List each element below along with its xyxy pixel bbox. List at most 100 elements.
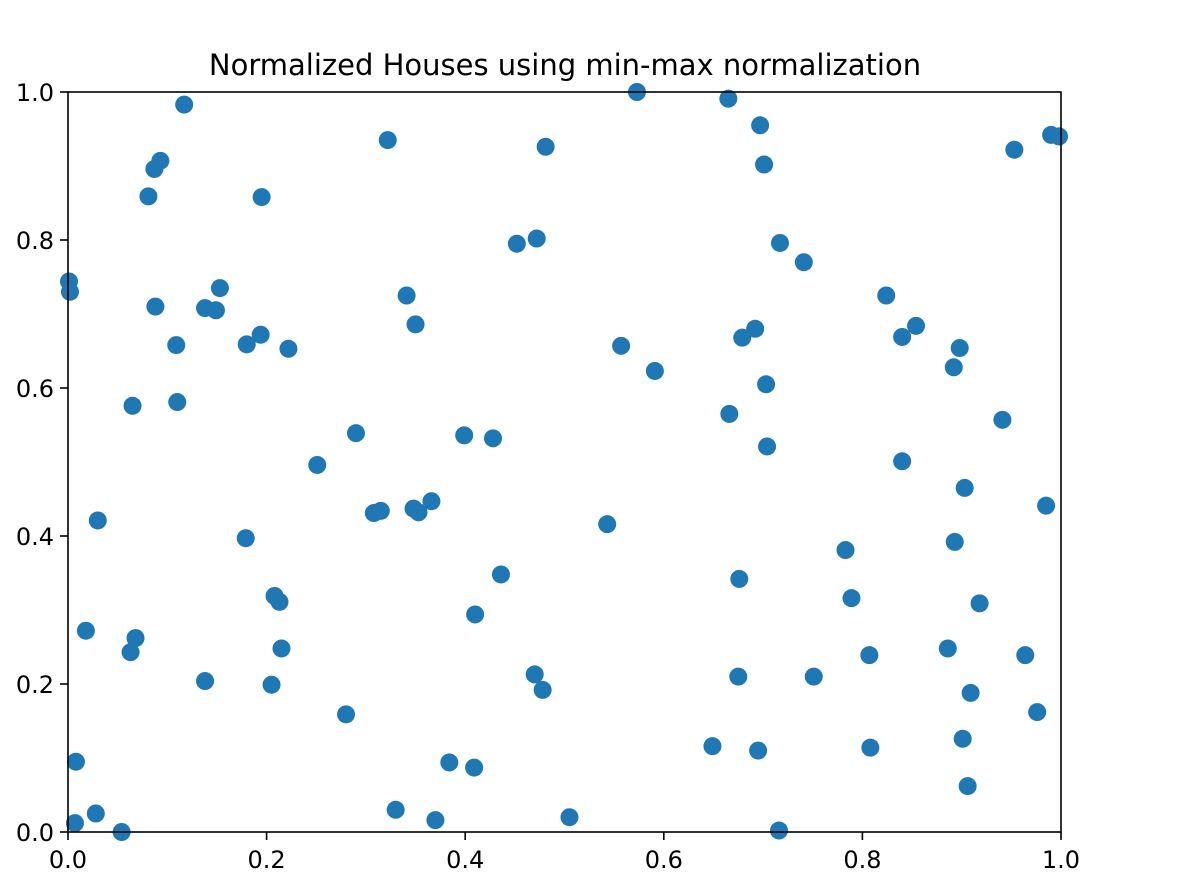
- data-point: [262, 675, 281, 694]
- data-point: [251, 325, 270, 344]
- data-point: [123, 396, 142, 415]
- data-point: [139, 187, 158, 206]
- data-point: [440, 753, 459, 772]
- data-point: [955, 478, 974, 497]
- data-point: [507, 234, 526, 253]
- data-point: [378, 131, 397, 150]
- data-point: [308, 455, 327, 474]
- data-point: [406, 315, 425, 334]
- chart-title: Normalized Houses using min-max normaliz…: [209, 48, 921, 82]
- data-point: [196, 672, 215, 691]
- data-point: [746, 319, 765, 338]
- data-point: [86, 804, 105, 823]
- data-point: [465, 758, 484, 777]
- data-point: [730, 569, 749, 588]
- data-point: [877, 286, 896, 305]
- x-tick-label: 0.4: [446, 846, 484, 874]
- data-point: [206, 301, 225, 320]
- data-point: [769, 821, 788, 840]
- data-point: [804, 667, 823, 686]
- data-point: [860, 646, 879, 665]
- data-point: [422, 492, 441, 511]
- data-point: [337, 705, 356, 724]
- x-tick-label: 0.0: [49, 846, 87, 874]
- data-point: [950, 339, 969, 358]
- data-point: [484, 429, 503, 448]
- data-point: [409, 503, 428, 522]
- data-point: [907, 316, 926, 335]
- data-point: [279, 339, 298, 358]
- data-point: [88, 511, 107, 530]
- data-point: [719, 89, 738, 108]
- data-point: [533, 680, 552, 699]
- x-tick-label: 1.0: [1042, 846, 1080, 874]
- data-point: [525, 665, 544, 684]
- data-point: [168, 393, 187, 412]
- data-point: [60, 282, 79, 301]
- data-point: [953, 729, 972, 748]
- data-point: [237, 335, 256, 354]
- data-point: [770, 233, 789, 252]
- data-point: [758, 437, 777, 456]
- data-point: [175, 95, 194, 114]
- data-point: [749, 741, 768, 760]
- data-point: [426, 811, 445, 830]
- data-point: [491, 565, 510, 584]
- y-axis: 0.0 0.2 0.4 0.6 0.8 1.0: [16, 79, 68, 847]
- data-point: [645, 361, 664, 380]
- data-point: [397, 286, 416, 305]
- y-tick-label: 0.4: [16, 523, 54, 551]
- data-point: [938, 639, 957, 658]
- data-point: [1050, 127, 1069, 146]
- data-point: [386, 800, 405, 819]
- plot-frame: [67, 91, 1062, 833]
- data-point: [455, 426, 474, 445]
- data-point: [270, 592, 289, 611]
- data-point: [755, 155, 774, 174]
- data-point: [945, 532, 964, 551]
- data-point: [146, 297, 165, 316]
- data-point: [1005, 140, 1024, 159]
- data-point: [126, 629, 145, 648]
- data-point: [893, 452, 912, 471]
- data-point: [961, 683, 980, 702]
- x-axis: 0.0 0.2 0.4 0.6 0.8 1.0: [49, 832, 1080, 874]
- data-point: [836, 541, 855, 560]
- data-point: [794, 253, 813, 272]
- x-tick-label: 0.8: [843, 846, 881, 874]
- y-tick-label: 0.6: [16, 375, 54, 403]
- data-point: [145, 159, 164, 178]
- points-layer: [59, 83, 1069, 841]
- data-point: [236, 529, 255, 548]
- y-tick-label: 1.0: [16, 79, 54, 107]
- x-tick-label: 0.2: [248, 846, 286, 874]
- data-point: [1028, 703, 1047, 722]
- data-point: [66, 752, 85, 771]
- data-point: [612, 336, 631, 355]
- data-point: [560, 808, 579, 827]
- data-point: [252, 188, 271, 207]
- data-point: [536, 137, 555, 156]
- data-point: [466, 605, 485, 624]
- data-point: [1016, 646, 1035, 665]
- data-point: [121, 643, 140, 662]
- data-point: [729, 667, 748, 686]
- data-point: [346, 424, 365, 443]
- data-point: [842, 589, 861, 608]
- data-point: [76, 621, 95, 640]
- data-point: [371, 501, 390, 520]
- data-point: [751, 116, 770, 135]
- data-point: [720, 404, 739, 423]
- data-point: [893, 327, 912, 346]
- y-tick-label: 0.2: [16, 671, 54, 699]
- data-point: [958, 777, 977, 796]
- data-point: [970, 594, 989, 613]
- data-point: [861, 738, 880, 757]
- data-point: [65, 814, 84, 833]
- data-point: [598, 515, 617, 534]
- data-point: [757, 375, 776, 394]
- data-point: [944, 358, 963, 377]
- data-point: [733, 328, 752, 347]
- y-tick-label: 0.0: [16, 819, 54, 847]
